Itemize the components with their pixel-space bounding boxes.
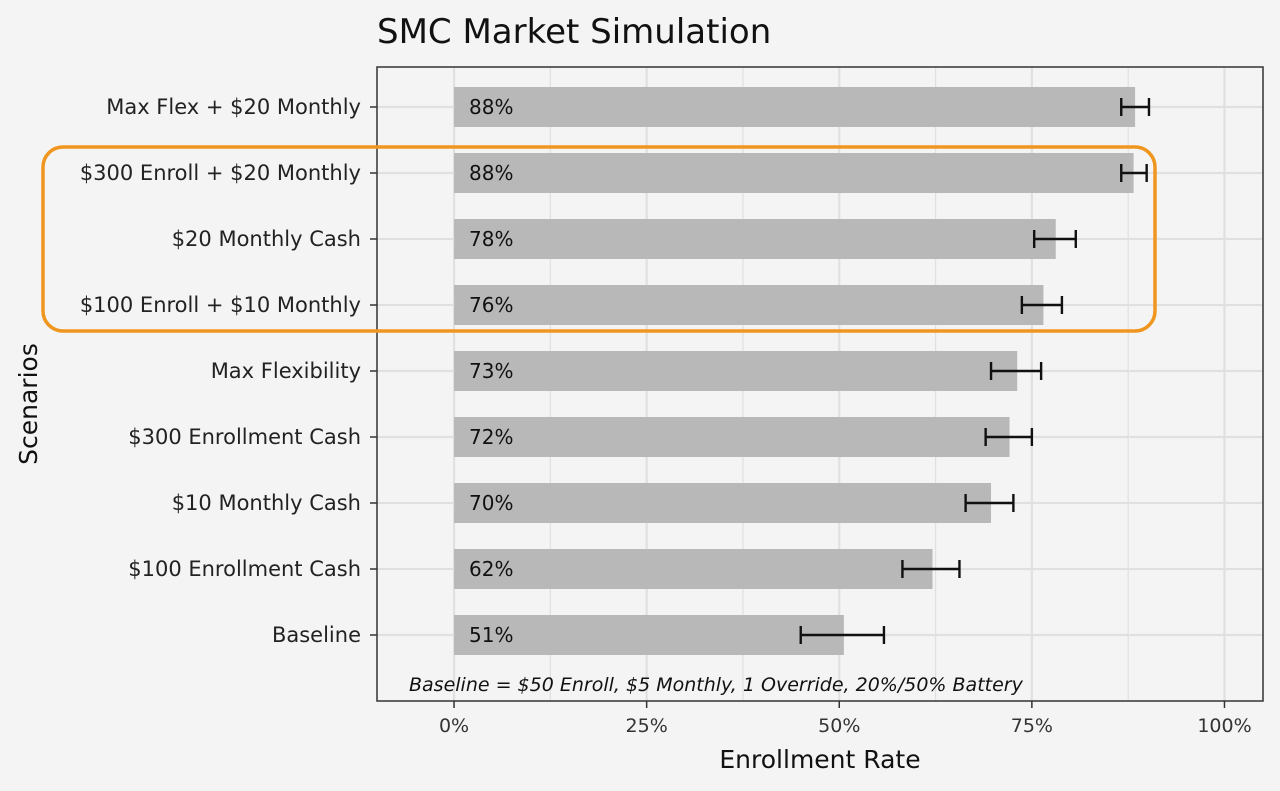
data-label: 73% xyxy=(469,359,513,383)
data-label: 88% xyxy=(469,161,513,185)
data-label: 88% xyxy=(469,95,513,119)
highlight-box xyxy=(41,145,1157,333)
bar xyxy=(454,87,1136,127)
x-tick-label: 50% xyxy=(818,715,860,737)
y-tick-label: $300 Enroll + $20 Monthly xyxy=(80,161,361,185)
error-bar xyxy=(1032,230,1077,248)
bar xyxy=(454,549,933,589)
x-axis-title: Enrollment Rate xyxy=(719,745,920,774)
error-bar xyxy=(984,428,1034,446)
y-tick-label: $100 Enrollment Cash xyxy=(128,557,361,581)
data-label: 62% xyxy=(469,557,513,581)
x-tick-label: 75% xyxy=(1011,715,1053,737)
x-tick-label: 0% xyxy=(439,715,469,737)
y-axis-title: Scenarios xyxy=(14,343,43,465)
y-tick-label: Max Flex + $20 Monthly xyxy=(106,95,361,119)
error-bar xyxy=(799,626,886,644)
error-bar xyxy=(1120,98,1151,116)
bar xyxy=(454,153,1134,193)
error-bar xyxy=(1120,164,1148,182)
data-label: 76% xyxy=(469,293,513,317)
data-label: 78% xyxy=(469,227,513,251)
plot-border xyxy=(376,66,1264,702)
bar xyxy=(454,351,1018,391)
bar xyxy=(454,483,992,523)
y-tick-label: $10 Monthly Cash xyxy=(172,491,361,515)
error-bar xyxy=(901,560,961,578)
y-tick-label: $100 Enroll + $10 Monthly xyxy=(80,293,361,317)
error-bar xyxy=(989,362,1043,380)
y-tick-label: $20 Monthly Cash xyxy=(172,227,361,251)
bar xyxy=(454,615,844,655)
error-bar xyxy=(1020,296,1064,314)
baseline-annotation: Baseline = $50 Enroll, $5 Monthly, 1 Ove… xyxy=(409,674,1024,696)
data-label: 51% xyxy=(469,623,513,647)
bar xyxy=(454,285,1044,325)
bar xyxy=(454,417,1010,457)
y-tick-label: Max Flexibility xyxy=(211,359,361,383)
chart-title: SMC Market Simulation xyxy=(377,12,771,52)
error-bar xyxy=(964,494,1015,512)
data-label: 70% xyxy=(469,491,513,515)
y-tick-label: Baseline xyxy=(272,623,361,647)
bar xyxy=(454,219,1056,259)
data-label: 72% xyxy=(469,425,513,449)
y-tick-label: $300 Enrollment Cash xyxy=(128,425,361,449)
x-tick-label: 100% xyxy=(1197,715,1251,737)
x-tick-label: 25% xyxy=(626,715,668,737)
